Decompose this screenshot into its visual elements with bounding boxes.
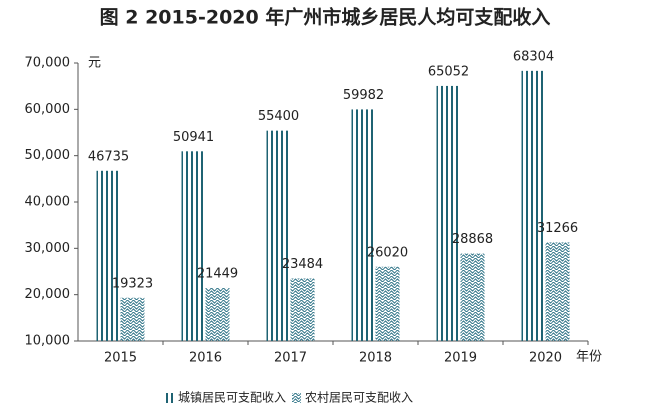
x-tick-label: 2018 — [359, 351, 392, 366]
x-tick-label: 2015 — [104, 351, 137, 366]
data-label: 28868 — [452, 232, 493, 247]
x-tick-label: 2019 — [444, 351, 477, 366]
legend-label: 城镇居民可支配收入 — [178, 391, 286, 405]
bar — [96, 170, 121, 341]
bar — [181, 151, 206, 341]
bar — [375, 266, 400, 341]
data-label: 55400 — [258, 109, 299, 124]
y-tick-label: 70,000 — [25, 56, 71, 71]
data-label: 68304 — [513, 49, 554, 64]
bar — [436, 85, 461, 341]
data-label: 21449 — [197, 266, 238, 281]
data-label: 23484 — [282, 257, 323, 272]
y-tick-label: 50,000 — [25, 148, 71, 163]
data-label: 26020 — [367, 245, 408, 260]
data-label: 50941 — [173, 130, 214, 145]
data-label: 31266 — [537, 221, 578, 236]
bar — [521, 70, 546, 342]
y-tick-label: 60,000 — [25, 102, 71, 117]
x-tick-label: 2016 — [189, 351, 222, 366]
data-label: 46735 — [88, 149, 129, 164]
data-label: 19323 — [112, 276, 153, 291]
y-tick-label: 30,000 — [25, 241, 71, 256]
y-tick-label: 40,000 — [25, 195, 71, 210]
legend-swatch — [165, 393, 174, 403]
bar — [290, 278, 315, 341]
bar — [460, 253, 485, 341]
x-tick-label: 2020 — [529, 351, 562, 366]
y-axis-label: 元 — [88, 56, 101, 71]
bar — [351, 109, 376, 341]
bar — [545, 242, 570, 341]
x-axis-label: 年份 — [576, 350, 602, 365]
legend-swatch — [292, 393, 302, 403]
y-tick-label: 20,000 — [25, 287, 71, 302]
chart-title: 图 2 2015-2020 年广州市城乡居民人均可支配收入 — [100, 6, 551, 29]
data-label: 65052 — [428, 64, 469, 79]
bar — [266, 130, 291, 341]
y-tick-label: 10,000 — [25, 334, 71, 349]
legend-label: 农村居民可支配收入 — [305, 391, 413, 405]
bar — [120, 297, 145, 341]
data-label: 59982 — [343, 88, 384, 103]
bar — [205, 287, 230, 341]
x-tick-label: 2017 — [274, 351, 307, 366]
